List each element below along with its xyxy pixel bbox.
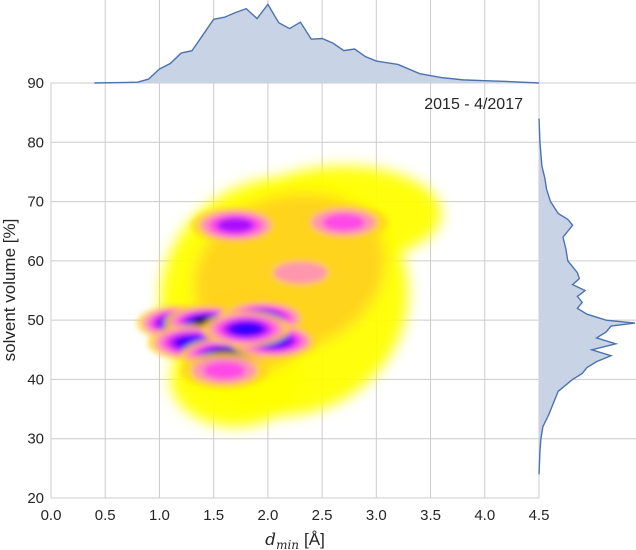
x-tick-label: 4.5	[529, 507, 550, 524]
x-tick-label: 1.5	[203, 507, 224, 524]
y-tick-label: 50	[27, 312, 44, 329]
top-marginal-line	[94, 3, 540, 84]
right-marginal-density	[538, 118, 636, 475]
x-tick-label: 3.0	[366, 507, 387, 524]
y-tick-label: 40	[27, 371, 44, 388]
x-axis-label: dmin [Å]	[265, 530, 325, 550]
x-axis-subscript: min	[276, 538, 299, 550]
x-tick-label: 2.5	[312, 507, 333, 524]
top-marginal-fill	[94, 4, 539, 84]
y-tick-label: 20	[27, 490, 44, 507]
right-marginal-fill	[539, 118, 635, 475]
density-peak	[273, 261, 328, 284]
density-peak	[322, 213, 366, 231]
y-tick-label: 30	[27, 431, 44, 448]
x-tick-label: 2.0	[257, 507, 278, 524]
x-tick-label: 0.5	[95, 507, 116, 524]
y-axis-label: solvent volume [%]	[0, 219, 19, 362]
y-tick-label: 90	[27, 75, 44, 92]
x-axis-unit: [Å]	[304, 530, 325, 549]
x-tick-labels: 0.0 0.5 1.0 1.5 2.0 2.5 3.0 3.5 4.0 4.5	[41, 507, 550, 524]
density-peak	[229, 322, 263, 336]
top-marginal-density	[94, 3, 540, 84]
x-tick-label: 0.0	[41, 507, 62, 524]
density-peak	[203, 361, 246, 380]
density-inner-layer	[137, 204, 388, 389]
y-tick-label: 80	[27, 134, 44, 151]
x-tick-label: 4.0	[474, 507, 495, 524]
x-tick-label: 3.5	[420, 507, 441, 524]
x-axis-symbol: d	[265, 530, 276, 550]
density-contours	[137, 166, 442, 427]
right-marginal-line	[538, 118, 636, 475]
y-tick-label: 60	[27, 253, 44, 270]
density-peak	[216, 217, 254, 233]
period-annotation: 2015 - 4/2017	[424, 96, 523, 113]
x-tick-label: 1.0	[149, 507, 170, 524]
y-tick-labels: 20 30 40 50 60 70 80 90	[27, 75, 44, 507]
y-tick-label: 70	[27, 194, 44, 211]
